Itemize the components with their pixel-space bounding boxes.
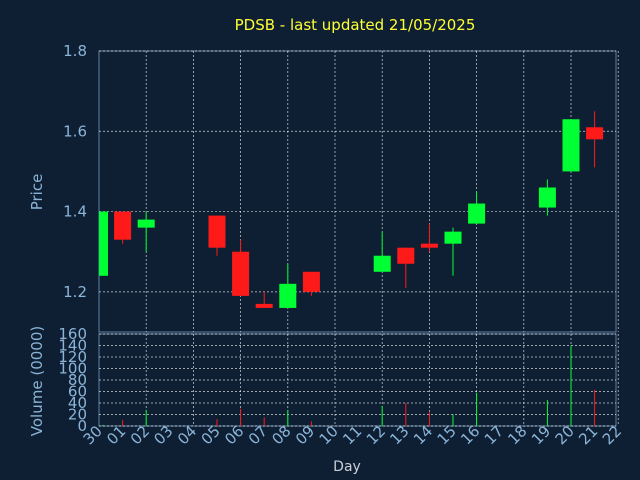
volume-y-tick-label: 60	[68, 383, 87, 401]
volume-y-tick-label: 120	[58, 348, 87, 366]
candle-body	[114, 211, 132, 240]
price-y-tick-label: 1.6	[63, 122, 87, 140]
candles	[99, 111, 604, 308]
price-y-tick-label: 1.8	[63, 42, 87, 60]
candle-body	[468, 203, 486, 224]
x-axis-label: Day	[333, 459, 361, 475]
volume-y-tick-label: 40	[68, 394, 87, 412]
price-plot-area	[98, 50, 617, 333]
price-y-tick-label: 1.2	[63, 283, 87, 301]
volume-y-tick-label: 80	[68, 371, 87, 389]
candle	[373, 231, 391, 272]
candle	[302, 271, 320, 296]
price-y-tick-label: 1.4	[63, 203, 87, 221]
candle-body	[444, 231, 462, 244]
candle	[137, 211, 155, 252]
candle-body	[255, 303, 273, 308]
candle	[538, 179, 556, 216]
price-y-tick-labels: 1.2 1.4 1.6 1.8	[63, 42, 87, 301]
volume-axis-label: Volume (0000)	[28, 326, 46, 436]
candle	[208, 215, 226, 256]
candle-body	[99, 211, 108, 276]
candle	[420, 223, 438, 252]
candle	[255, 291, 273, 308]
candle	[562, 119, 580, 172]
candle-body	[586, 127, 604, 140]
candle	[99, 211, 108, 276]
candle-body	[208, 215, 226, 248]
candle	[468, 191, 486, 224]
candle-body	[397, 247, 415, 264]
candle-body	[538, 187, 556, 208]
volume-y-tick-label: 100	[58, 360, 87, 378]
volume-y-tick-label: 140	[58, 337, 87, 355]
candle	[114, 211, 132, 244]
volume-y-tick-label: 160	[58, 325, 87, 343]
candle-body	[420, 243, 438, 248]
chart-title: PDSB - last updated 21/05/2025	[235, 16, 476, 34]
candle-body	[302, 271, 320, 292]
candle	[232, 239, 250, 296]
candle-body	[232, 251, 250, 296]
x-tick-labels: 3001020304050607080910111213141516171819…	[80, 422, 625, 448]
candle	[586, 111, 604, 168]
price-axis-label: Price	[28, 174, 46, 211]
volume-bars	[102, 345, 596, 426]
price-panel: 1.2 1.4 1.6 1.8 Price	[28, 42, 619, 333]
candle	[444, 227, 462, 276]
candle-body	[562, 119, 580, 172]
volume-y-tick-label: 20	[68, 406, 87, 424]
candle-body	[279, 283, 297, 308]
volume-y-tick-label: 0	[77, 417, 87, 435]
candle-body	[137, 219, 155, 228]
candle	[279, 263, 297, 308]
candle-body	[373, 255, 391, 272]
candle	[397, 247, 415, 288]
